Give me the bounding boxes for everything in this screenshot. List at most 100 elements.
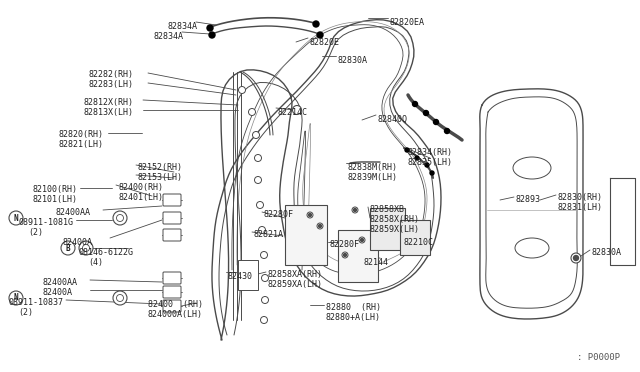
Text: 82282(RH): 82282(RH) xyxy=(88,70,133,79)
Circle shape xyxy=(353,208,356,212)
Text: 82400A: 82400A xyxy=(42,288,72,297)
Circle shape xyxy=(317,32,323,38)
Text: 82280F: 82280F xyxy=(264,210,294,219)
Circle shape xyxy=(342,252,348,258)
Text: 82838M(RH): 82838M(RH) xyxy=(348,163,398,172)
Circle shape xyxy=(209,32,215,38)
Text: 82880+A(LH): 82880+A(LH) xyxy=(326,313,381,322)
Circle shape xyxy=(262,275,269,282)
Circle shape xyxy=(573,256,579,260)
Text: 82821(LH): 82821(LH) xyxy=(58,140,103,149)
Text: 82400  (RH): 82400 (RH) xyxy=(148,300,203,309)
Text: (2): (2) xyxy=(18,308,33,317)
Circle shape xyxy=(425,163,429,167)
Circle shape xyxy=(113,291,127,305)
Text: 82101(LH): 82101(LH) xyxy=(32,195,77,204)
Text: (2): (2) xyxy=(28,228,43,237)
Text: 82813X(LH): 82813X(LH) xyxy=(83,108,133,117)
Circle shape xyxy=(430,171,434,175)
Circle shape xyxy=(344,253,346,257)
FancyBboxPatch shape xyxy=(163,229,181,241)
Text: 82820E: 82820E xyxy=(310,38,340,47)
Text: 82400(RH): 82400(RH) xyxy=(118,183,163,192)
FancyBboxPatch shape xyxy=(163,212,181,224)
FancyBboxPatch shape xyxy=(163,194,181,206)
Text: 82401(LH): 82401(LH) xyxy=(118,193,163,202)
Ellipse shape xyxy=(515,238,549,258)
Circle shape xyxy=(433,119,438,125)
Circle shape xyxy=(262,296,269,304)
Text: 82430: 82430 xyxy=(228,272,253,281)
Text: 82880  (RH): 82880 (RH) xyxy=(326,303,381,312)
Text: N: N xyxy=(13,294,19,302)
Text: 824000A(LH): 824000A(LH) xyxy=(148,310,203,319)
Circle shape xyxy=(292,106,301,115)
Text: 82821A: 82821A xyxy=(254,230,284,239)
Text: 08911-10837: 08911-10837 xyxy=(8,298,63,307)
Text: 82830A: 82830A xyxy=(592,248,622,257)
Text: 82839M(LH): 82839M(LH) xyxy=(348,173,398,182)
Text: 82283(LH): 82283(LH) xyxy=(88,80,133,89)
Circle shape xyxy=(116,295,124,301)
Circle shape xyxy=(83,244,90,251)
Circle shape xyxy=(424,110,429,115)
Text: 82400AA: 82400AA xyxy=(42,278,77,287)
Text: 82830(RH): 82830(RH) xyxy=(558,193,603,202)
Circle shape xyxy=(308,214,312,217)
Text: B: B xyxy=(66,244,70,253)
FancyBboxPatch shape xyxy=(285,205,327,265)
Circle shape xyxy=(317,223,323,229)
Text: 82893: 82893 xyxy=(516,195,541,204)
FancyBboxPatch shape xyxy=(238,260,258,290)
Text: 82400A: 82400A xyxy=(62,238,92,247)
Circle shape xyxy=(359,237,365,243)
Circle shape xyxy=(571,253,581,263)
Circle shape xyxy=(257,202,264,208)
Text: 82820EA: 82820EA xyxy=(390,18,425,27)
Circle shape xyxy=(260,251,268,259)
Circle shape xyxy=(352,207,358,213)
Circle shape xyxy=(113,211,127,225)
Text: 82834(RH): 82834(RH) xyxy=(408,148,453,157)
Text: 82858X(RH): 82858X(RH) xyxy=(370,215,420,224)
Circle shape xyxy=(319,224,321,228)
Circle shape xyxy=(307,212,313,218)
FancyBboxPatch shape xyxy=(163,300,181,312)
Circle shape xyxy=(260,317,268,324)
FancyBboxPatch shape xyxy=(163,272,181,284)
Circle shape xyxy=(255,154,262,161)
Circle shape xyxy=(405,148,409,152)
Circle shape xyxy=(9,211,23,225)
Text: 82812X(RH): 82812X(RH) xyxy=(83,98,133,107)
Text: 08146-6122G: 08146-6122G xyxy=(78,248,133,257)
Circle shape xyxy=(415,156,419,160)
Text: 82859X(LH): 82859X(LH) xyxy=(370,225,420,234)
Text: 82280F: 82280F xyxy=(330,240,360,249)
Text: 82858XA(RH): 82858XA(RH) xyxy=(268,270,323,279)
Text: 82210C: 82210C xyxy=(404,238,434,247)
Text: 82831(LH): 82831(LH) xyxy=(558,203,603,212)
Circle shape xyxy=(253,131,259,138)
Circle shape xyxy=(413,102,417,106)
Circle shape xyxy=(207,25,213,31)
Text: 82859XA(LH): 82859XA(LH) xyxy=(268,280,323,289)
Text: 82820(RH): 82820(RH) xyxy=(58,130,103,139)
FancyBboxPatch shape xyxy=(338,230,378,282)
Circle shape xyxy=(360,238,364,241)
Text: 82152(RH): 82152(RH) xyxy=(138,163,183,172)
Text: 82858XB: 82858XB xyxy=(370,205,405,214)
Circle shape xyxy=(259,227,266,234)
Text: N: N xyxy=(13,214,19,222)
Circle shape xyxy=(116,215,124,221)
Text: (4): (4) xyxy=(88,258,103,267)
Text: 82400AA: 82400AA xyxy=(55,208,90,217)
Text: 08911-1081G: 08911-1081G xyxy=(18,218,73,227)
Text: 82153(LH): 82153(LH) xyxy=(138,173,183,182)
Circle shape xyxy=(61,241,75,255)
Circle shape xyxy=(79,241,93,255)
Text: 82214C: 82214C xyxy=(278,108,308,117)
Circle shape xyxy=(445,128,449,134)
Circle shape xyxy=(9,291,23,305)
FancyBboxPatch shape xyxy=(400,220,430,255)
Text: 82830A: 82830A xyxy=(338,56,368,65)
